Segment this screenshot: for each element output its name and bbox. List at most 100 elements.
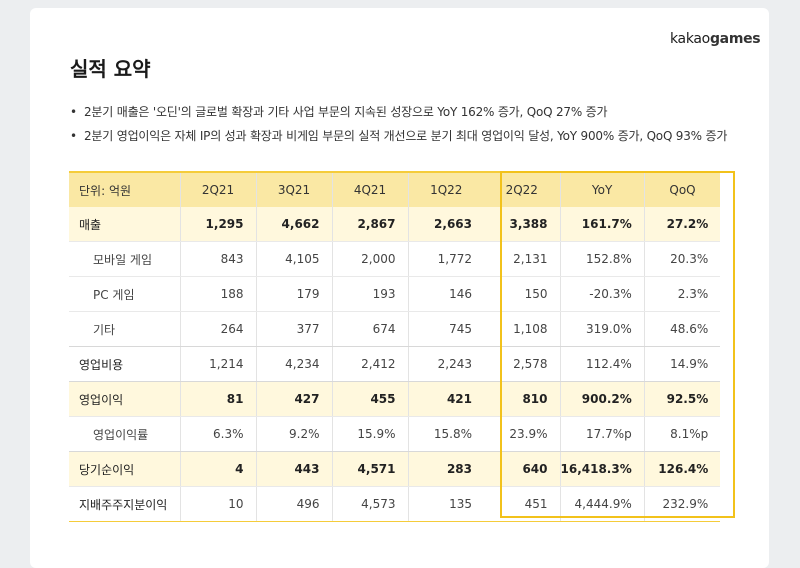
row-label: 영업비용 [69, 346, 180, 382]
table-cell: 10 [179, 486, 256, 522]
table-cell: 2.3% [643, 276, 721, 312]
table-cell: 2,412 [331, 346, 408, 382]
table-cell: 421 [407, 381, 484, 417]
bullet-revenue: 2분기 매출은 '오딘'의 글로벌 확장과 기타 사업 부문의 지속된 성장으로… [70, 100, 727, 124]
row-label: 영업이익 [69, 381, 180, 417]
logo-kakao-text: kakao [670, 31, 710, 47]
table-row: 당기순이익 4 443 4,571 283 640 16,418.3% 126.4% [69, 451, 721, 487]
results-table-wrapper: 단위: 억원 2Q21 3Q21 4Q21 1Q22 2Q22 YoY QoQ … [69, 171, 721, 522]
table-cell: 451 [484, 486, 560, 522]
summary-bullets: 2분기 매출은 '오딘'의 글로벌 확장과 기타 사업 부문의 지속된 성장으로… [70, 100, 727, 148]
row-label: 당기순이익 [69, 451, 180, 487]
table-cell: 48.6% [643, 311, 721, 347]
table-cell: 674 [331, 311, 408, 347]
table-cell: 193 [331, 276, 408, 312]
row-label: PC 게임 [69, 276, 180, 312]
table-cell: 2,867 [331, 207, 408, 242]
table-cell: 1,772 [407, 241, 484, 277]
bullet-operating-profit: 2분기 영업이익은 자체 IP의 성과 확장과 비게임 부문의 실적 개선으로 … [70, 124, 727, 148]
table-cell: 2,243 [407, 346, 484, 382]
page-title: 실적 요약 [70, 57, 151, 81]
col-header: 3Q21 [255, 171, 332, 207]
table-cell: 161.7% [559, 207, 645, 242]
table-cell: 150 [484, 276, 560, 312]
table-cell: 2,000 [331, 241, 408, 277]
table-cell: 2,131 [484, 241, 560, 277]
table-cell: 15.8% [407, 416, 484, 452]
kakaogames-logo: kakaogames [670, 31, 761, 47]
table-cell: 2,578 [484, 346, 560, 382]
table-cell: 81 [179, 381, 256, 417]
col-header: 2Q21 [179, 171, 256, 207]
col-header: 1Q22 [407, 171, 484, 207]
table-cell: 6.3% [179, 416, 256, 452]
table-cell: 4,234 [255, 346, 332, 382]
table-cell: 4,571 [331, 451, 408, 487]
table-cell: 900.2% [559, 381, 645, 417]
table-row: 영업이익 81 427 455 421 810 900.2% 92.5% [69, 381, 721, 417]
table-cell: 152.8% [559, 241, 645, 277]
table-cell: 126.4% [643, 451, 721, 487]
table-cell: 319.0% [559, 311, 645, 347]
table-row: 지배주주지분이익 10 496 4,573 135 451 4,444.9% 232.9% [69, 486, 721, 522]
results-table: 단위: 억원 2Q21 3Q21 4Q21 1Q22 2Q22 YoY QoQ … [69, 171, 721, 522]
table-cell: 1,108 [484, 311, 560, 347]
row-label: 모바일 게임 [69, 241, 180, 277]
table-cell: 15.9% [331, 416, 408, 452]
table-cell: 640 [484, 451, 560, 487]
table-cell: 179 [255, 276, 332, 312]
table-cell: 264 [179, 311, 256, 347]
table-cell: 23.9% [484, 416, 560, 452]
table-row: 매출 1,295 4,662 2,867 2,663 3,388 161.7% 27.2% [69, 207, 721, 242]
table-header-row: 단위: 억원 2Q21 3Q21 4Q21 1Q22 2Q22 YoY QoQ [69, 171, 721, 207]
col-header: YoY [559, 171, 645, 207]
table-cell: 4 [179, 451, 256, 487]
table-cell: 112.4% [559, 346, 645, 382]
table-cell: 8.1%p [643, 416, 721, 452]
col-header: 2Q22 [484, 171, 560, 207]
table-cell: 232.9% [643, 486, 721, 522]
table-cell: 4,573 [331, 486, 408, 522]
table-cell: 4,105 [255, 241, 332, 277]
table-cell: 4,662 [255, 207, 332, 242]
table-cell: 135 [407, 486, 484, 522]
col-header: 4Q21 [331, 171, 408, 207]
table-cell: 17.7%p [559, 416, 645, 452]
table-cell: 146 [407, 276, 484, 312]
table-cell: 4,444.9% [559, 486, 645, 522]
table-cell: 1,295 [179, 207, 256, 242]
table-cell: 14.9% [643, 346, 721, 382]
table-cell: 20.3% [643, 241, 721, 277]
table-row: PC 게임 188 179 193 146 150 -20.3% 2.3% [69, 276, 721, 312]
table-cell: 16,418.3% [559, 451, 645, 487]
table-row: 영업비용 1,214 4,234 2,412 2,243 2,578 112.4% 14.9% [69, 346, 721, 382]
row-label: 영업이익률 [69, 416, 180, 452]
table-row: 영업이익률 6.3% 9.2% 15.9% 15.8% 23.9% 17.7%p 8.1%p [69, 416, 721, 452]
unit-label: 단위: 억원 [69, 171, 180, 207]
table-cell: 843 [179, 241, 256, 277]
table-cell: 9.2% [255, 416, 332, 452]
table-cell: 455 [331, 381, 408, 417]
logo-games-text: games [709, 31, 761, 47]
table-cell: 427 [255, 381, 332, 417]
row-label: 매출 [69, 207, 180, 242]
row-label: 기타 [69, 311, 180, 347]
row-label: 지배주주지분이익 [69, 486, 180, 522]
table-cell: 3,388 [484, 207, 560, 242]
table-row: 기타 264 377 674 745 1,108 319.0% 48.6% [69, 311, 721, 347]
table-cell: 1,214 [179, 346, 256, 382]
table-row: 모바일 게임 843 4,105 2,000 1,772 2,131 152.8% 20.3% [69, 241, 721, 277]
table-cell: 377 [255, 311, 332, 347]
table-cell: 92.5% [643, 381, 721, 417]
table-body: 매출 1,295 4,662 2,867 2,663 3,388 161.7% 27.2% 모바… [69, 207, 721, 522]
table-cell: 443 [255, 451, 332, 487]
col-header: QoQ [643, 171, 721, 207]
table-cell: 27.2% [643, 207, 721, 242]
table-cell: 810 [484, 381, 560, 417]
report-page: kakaogames 실적 요약 2분기 매출은 '오딘'의 글로벌 확장과 기… [30, 8, 769, 568]
table-cell: 283 [407, 451, 484, 487]
table-cell: 188 [179, 276, 256, 312]
table-cell: -20.3% [559, 276, 645, 312]
table-cell: 2,663 [407, 207, 484, 242]
table-cell: 745 [407, 311, 484, 347]
